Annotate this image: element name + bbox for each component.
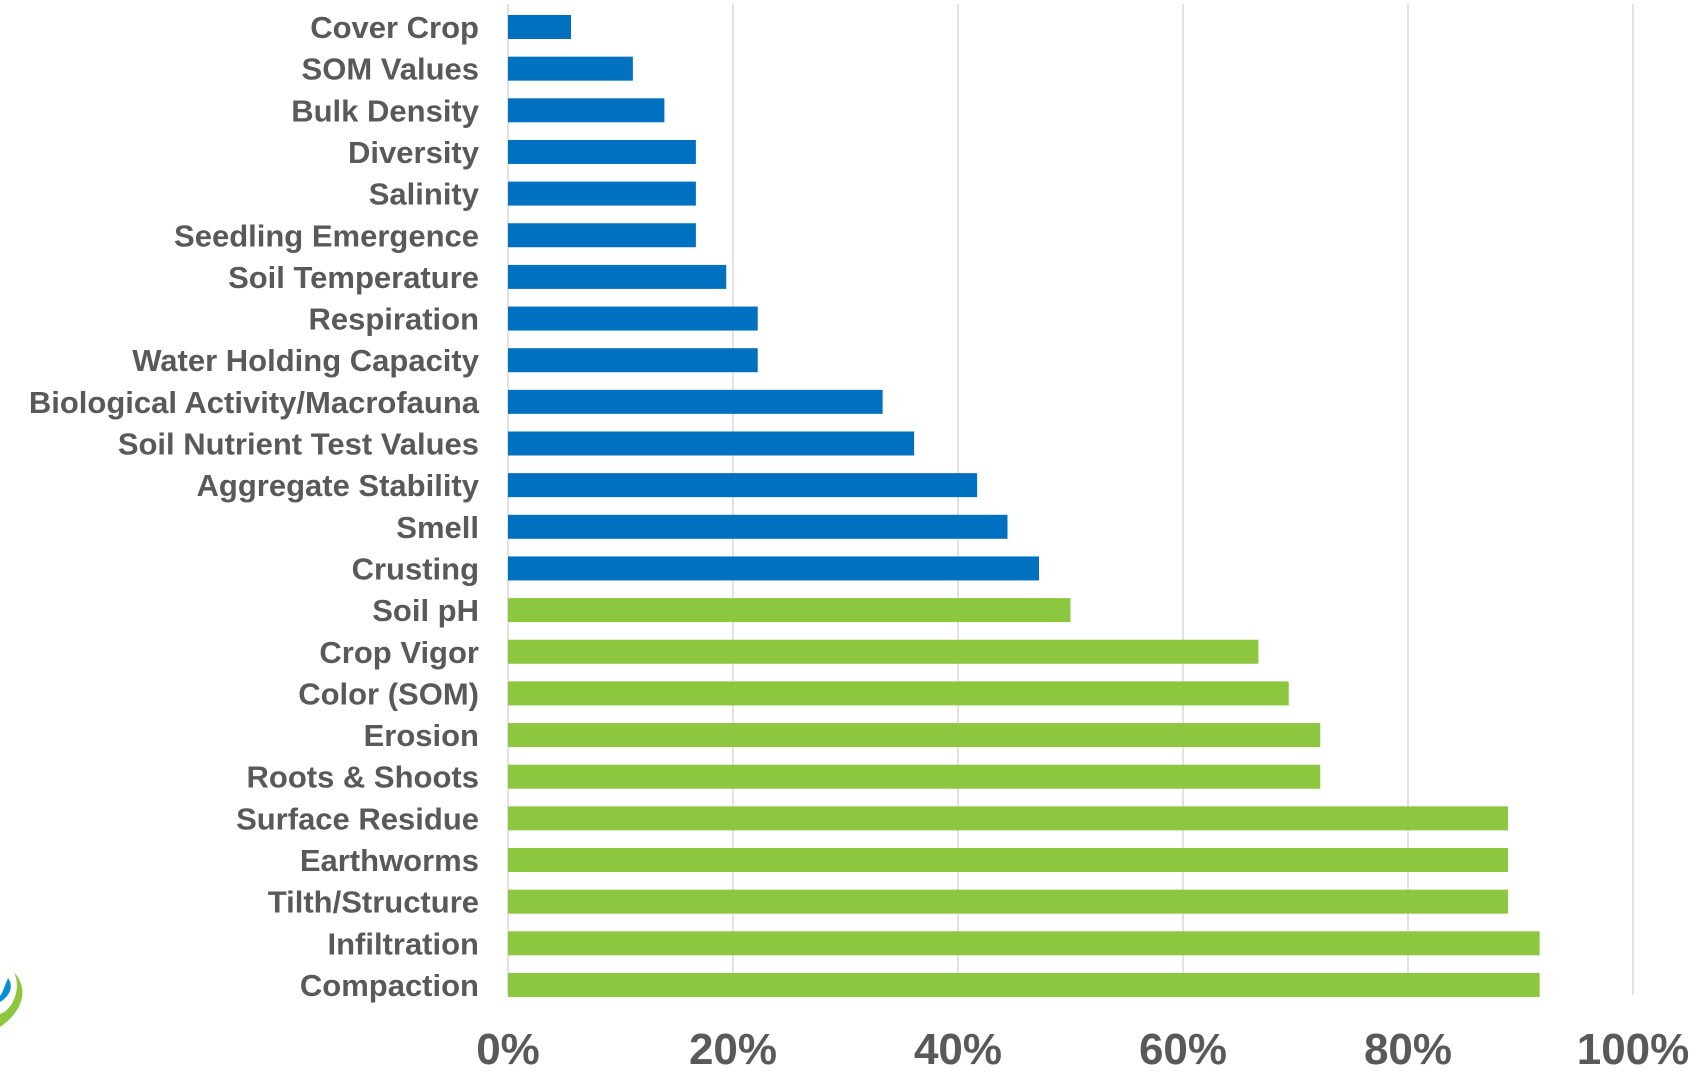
category-label: Earthworms [300,843,479,878]
category-label: Seedling Emergence [174,218,479,253]
x-tick-label: 100% [1577,1025,1690,1074]
bar-soil-ph [508,598,1071,623]
category-label: Smell [396,510,479,545]
bar-soil-temperature [508,264,727,289]
bar-seedling-emergence [508,223,696,248]
category-label: Crop Vigor [319,635,479,670]
bar-smell [508,514,1008,539]
bar-soil-nutrient-test-values [508,431,915,456]
category-label: Aggregate Stability [197,468,480,503]
category-label: Salinity [369,177,480,212]
partial-logo-icon [0,972,23,1027]
category-label: Biological Activity/Macrofauna [29,385,480,420]
category-label: Surface Residue [236,801,479,836]
x-tick-label: 20% [689,1025,777,1074]
bar-earthworms [508,848,1509,872]
category-label: Erosion [364,718,479,753]
x-tick-label: 80% [1364,1025,1452,1074]
category-label: Respiration [308,302,479,337]
bar-bulk-density [508,98,665,123]
category-label: Infiltration [327,926,479,961]
category-label: Diversity [348,135,480,170]
category-label: Soil pH [372,593,479,628]
bar-surface-residue [508,806,1509,831]
bar-color-som [508,681,1289,706]
category-label: SOM Values [302,52,479,87]
bar-som-values [508,56,633,81]
bar-aggregate-stability [508,473,978,498]
bar-diversity [508,139,696,164]
bars [508,15,1540,997]
bar-tilth-structure [508,889,1509,914]
category-label: Water Holding Capacity [132,343,480,378]
bar-compaction [508,972,1540,997]
bar-water-holding-capacity [508,348,758,373]
category-label: Crusting [352,551,479,586]
x-tick-label: 60% [1139,1025,1227,1074]
category-label: Color (SOM) [298,676,479,711]
category-label: Tilth/Structure [268,885,479,920]
bar-roots-shoots [508,764,1321,789]
category-labels: Cover Crop SOM Values Bulk Density Diversit… [29,10,480,1003]
category-label: Soil Nutrient Test Values [118,427,479,462]
category-label: Soil Temperature [228,260,479,295]
bar-infiltration [508,931,1540,956]
x-tick-labels: 0% 20% 40% 60% 80% 100% [476,1025,1689,1074]
bar-salinity [508,181,696,206]
bar-crop-vigor [508,639,1259,664]
category-label: Cover Crop [310,10,479,45]
category-label: Roots & Shoots [247,760,480,795]
bar-erosion [508,723,1321,748]
category-label: Bulk Density [291,93,480,128]
bar-cover-crop [508,15,571,39]
bar-crusting [508,556,1039,581]
bar-respiration [508,306,758,331]
x-tick-label: 40% [914,1025,1002,1074]
x-tick-label: 0% [476,1025,540,1074]
category-label: Compaction [300,968,479,1003]
bar-biological-activity-macrofauna [508,389,883,414]
